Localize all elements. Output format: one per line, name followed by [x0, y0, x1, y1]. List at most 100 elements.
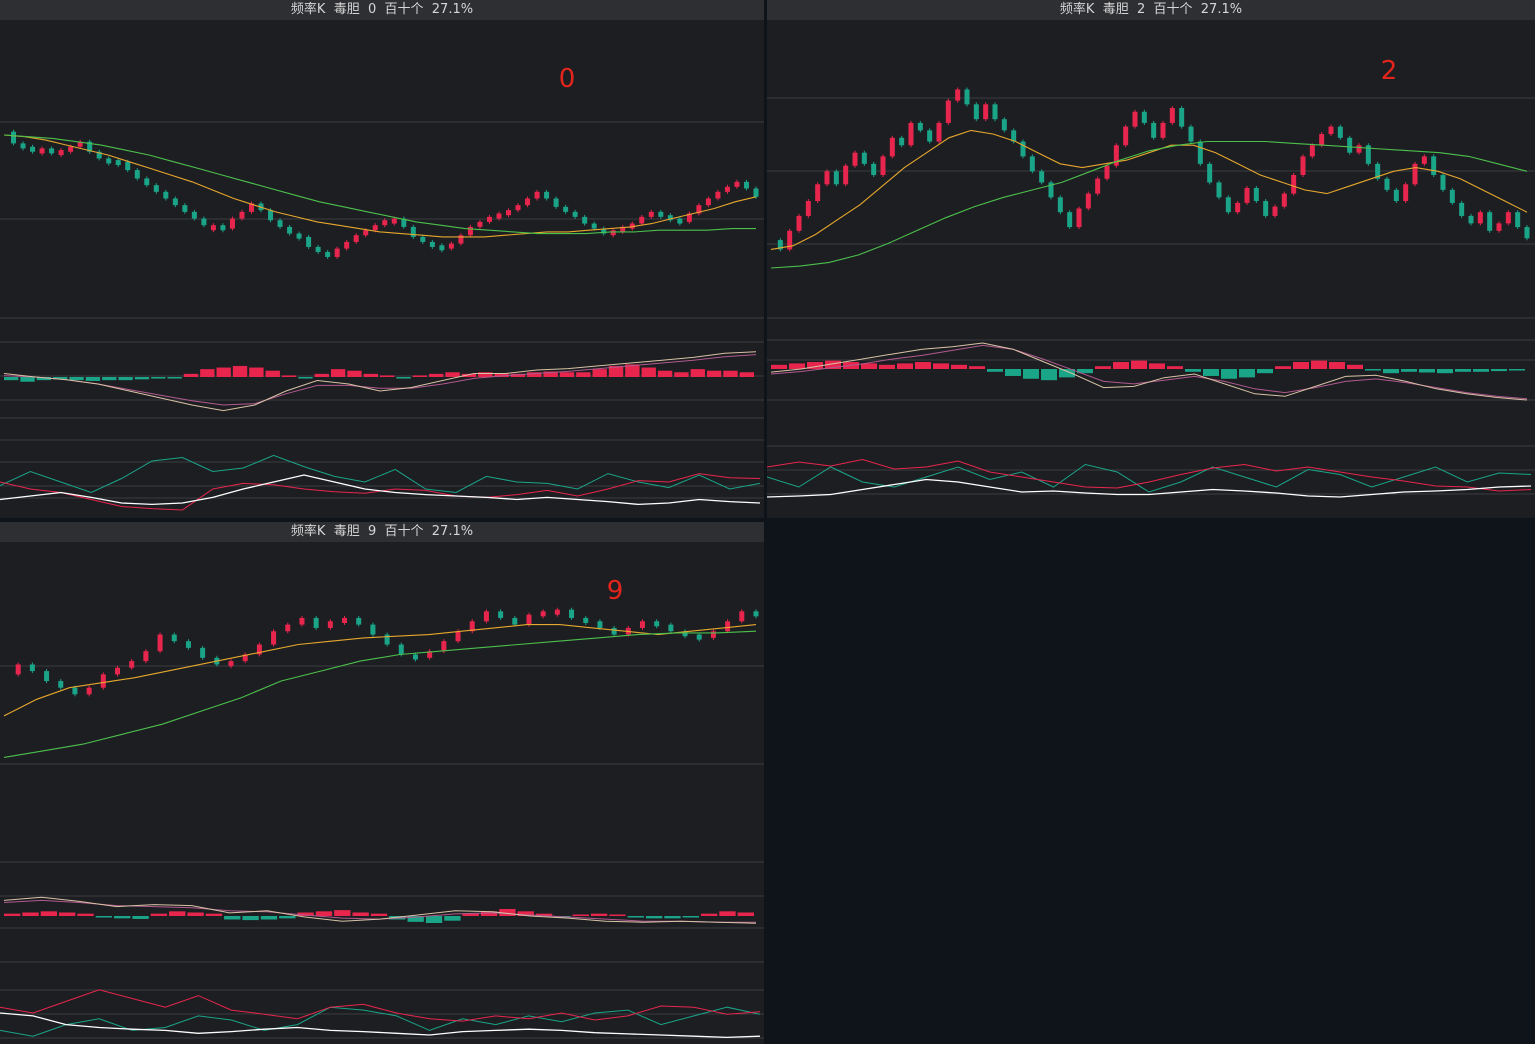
- macd-bar-positive: [739, 372, 754, 377]
- macd-bar-positive: [690, 369, 705, 377]
- ma-long-line: [770, 140, 1528, 269]
- candle-down: [44, 671, 50, 682]
- candle-down: [11, 131, 17, 144]
- candle-down: [861, 152, 867, 164]
- candle-up: [686, 213, 692, 222]
- candle-up: [1272, 206, 1278, 216]
- macd-bar-positive: [169, 911, 186, 916]
- macd-bar-positive: [723, 370, 738, 377]
- macd-bar-negative: [1365, 369, 1381, 371]
- candle-up: [86, 687, 92, 695]
- macd-bar-positive: [969, 366, 985, 369]
- macd-bar-negative: [1473, 369, 1489, 372]
- candle-down: [927, 130, 933, 142]
- macd-bar-positive: [461, 373, 477, 377]
- macd-bar-positive: [347, 370, 362, 377]
- candle-down: [572, 211, 578, 217]
- macd-bar-positive: [480, 911, 498, 916]
- candle-up: [210, 225, 216, 231]
- macd-bar-positive: [641, 367, 656, 377]
- macd-bar-positive: [297, 912, 314, 916]
- macd-bar-negative: [1221, 369, 1237, 379]
- candle-up: [705, 198, 711, 206]
- candle-down: [370, 624, 376, 635]
- macd-bar-positive: [1275, 366, 1291, 369]
- macd-bar-negative: [151, 377, 166, 379]
- candle-up: [353, 235, 359, 242]
- candle-down: [1347, 137, 1353, 153]
- candle-down: [696, 634, 702, 640]
- macd-bar-negative: [682, 916, 699, 918]
- macd-bar-negative: [118, 377, 133, 381]
- macd-bar-positive: [1113, 362, 1129, 369]
- candle-up: [1160, 122, 1166, 138]
- chart-svg-2[interactable]: 2: [767, 20, 1535, 518]
- macd-bar-positive: [330, 369, 346, 377]
- candle-down: [200, 647, 206, 658]
- candle-up: [363, 230, 369, 236]
- candle-down: [182, 205, 188, 212]
- candle-up: [382, 220, 388, 226]
- candle-up: [1123, 126, 1129, 146]
- candle-up: [639, 216, 645, 224]
- candle-up: [58, 150, 64, 156]
- candle-down: [871, 163, 877, 175]
- macd-bar-positive: [1167, 366, 1183, 369]
- candle-up: [342, 617, 348, 623]
- candle-down: [134, 170, 140, 179]
- candle-up: [610, 230, 616, 236]
- macd-bar-positive: [625, 364, 640, 377]
- candle-down: [30, 146, 36, 152]
- candle-down: [917, 122, 923, 131]
- chart-panel-0: 频率K 毒胆 0 百十个 27.1% 0: [0, 0, 764, 518]
- macd-bar-positive: [183, 373, 199, 377]
- candle-down: [172, 198, 178, 206]
- candle-down: [144, 178, 150, 186]
- candle-down: [87, 141, 93, 152]
- candle-up: [469, 621, 475, 632]
- macd-bar-positive: [535, 913, 553, 916]
- candle-up: [344, 241, 350, 249]
- macd-bar-positive: [706, 370, 722, 377]
- candle-down: [1188, 126, 1194, 142]
- candle-up: [299, 617, 305, 625]
- candle-down: [569, 609, 575, 618]
- macd-dif-line: [3, 896, 757, 924]
- candle-down: [654, 621, 660, 627]
- ma-long-line: [3, 134, 756, 235]
- candle-down: [171, 634, 177, 642]
- candle-up: [787, 230, 793, 250]
- panel-header: 频率K 毒胆 2 百十个 27.1%: [767, 0, 1535, 20]
- candle-down: [1001, 119, 1007, 131]
- candle-down: [58, 681, 64, 688]
- candle-down: [1515, 212, 1521, 228]
- macd-bar-positive: [517, 911, 534, 916]
- candle-up: [908, 122, 914, 146]
- candle-down: [1216, 182, 1222, 198]
- kdj-k-line: [0, 1012, 761, 1039]
- macd-bar-negative: [1005, 369, 1021, 376]
- candle-up: [648, 211, 654, 217]
- candle-up: [725, 621, 731, 632]
- macd-bar-positive: [592, 369, 607, 377]
- macd-bar-negative: [1455, 369, 1471, 372]
- candle-up: [285, 624, 291, 632]
- candle-down: [439, 245, 445, 251]
- candle-down: [125, 161, 131, 171]
- macd-bar-positive: [572, 914, 589, 916]
- macd-bar-positive: [933, 363, 949, 369]
- macd-bar-negative: [1257, 369, 1273, 374]
- chart-svg-0[interactable]: 0: [0, 20, 764, 518]
- candle-up: [534, 191, 540, 199]
- macd-bar-negative: [444, 916, 461, 921]
- macd-bar-negative: [114, 916, 131, 919]
- candle-down: [401, 218, 407, 227]
- candle-down: [429, 241, 435, 247]
- macd-bar-negative: [69, 377, 84, 381]
- chart-svg-9[interactable]: 9: [0, 542, 764, 1044]
- candle-down: [1151, 122, 1157, 138]
- macd-bar-positive: [380, 375, 395, 377]
- candle-up: [1104, 165, 1110, 179]
- candle-up: [228, 661, 234, 667]
- macd-bar-positive: [590, 913, 608, 916]
